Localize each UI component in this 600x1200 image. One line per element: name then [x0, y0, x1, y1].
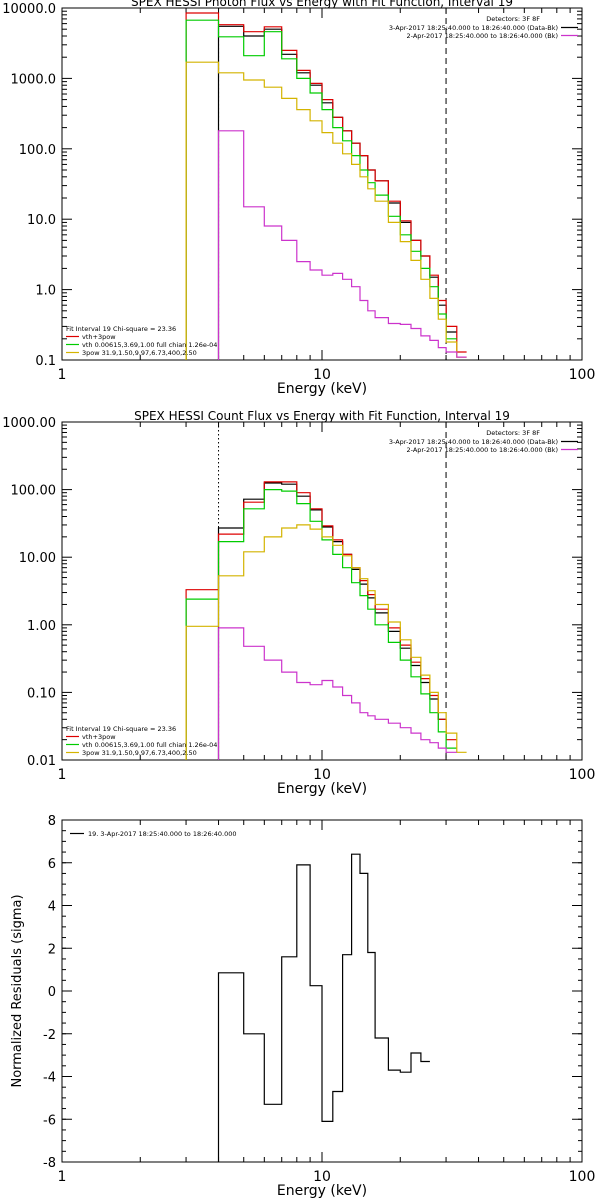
- legend-fit-text: 3pow 31.9,1.50,9.97,6.73,400,2.50: [82, 749, 197, 757]
- series-bk-line: [217, 627, 457, 760]
- series-3pow-line: [185, 61, 467, 360]
- y-tick-label: 1.00: [27, 619, 56, 634]
- y-tick-label: 4: [48, 900, 56, 915]
- plot-frame: [61, 7, 583, 361]
- legend-fit-text: vth 0.00615,3.69,1.00 full chian 1.26e-0…: [82, 341, 217, 349]
- legend-residual-text: 19. 3-Apr-2017 18:25:40.000 to 18:26:40.…: [88, 830, 237, 838]
- legend-fit-text: vth+3pow: [82, 733, 116, 741]
- y-tick-label: 0.01: [27, 754, 56, 769]
- y-tick-label: -2: [43, 1028, 56, 1043]
- plot-frame: [61, 421, 583, 761]
- y-tick-label: 1.0: [35, 284, 56, 299]
- legend-detectors: Detectors: 3F 8F: [486, 15, 540, 23]
- legend-interval-text: 2-Apr-2017 18:25:40.000 to 18:26:40.000 …: [407, 32, 558, 40]
- y-tick-label: 10.00: [19, 551, 56, 566]
- count-flux-panel: SPEX HESSI Count Flux vs Energy with Fit…: [2, 409, 595, 797]
- y-tick-label: 0.1: [35, 354, 56, 369]
- chart-title: SPEX HESSI Photon Flux vs Energy with Fi…: [131, 0, 513, 9]
- series-19-line: [217, 853, 430, 1162]
- x-tick-label: 1: [58, 767, 67, 783]
- y-tick-label: -4: [43, 1071, 56, 1086]
- x-axis-label: Energy (keV): [277, 381, 367, 397]
- y-tick-label: 10000.0: [2, 2, 56, 17]
- series-data-bk-line: [217, 482, 447, 760]
- legend-interval-text: 3-Apr-2017 18:25:40.000 to 18:26:40.000 …: [389, 24, 558, 32]
- series-vth-3pow-line: [185, 12, 467, 360]
- legend-detectors: Detectors: 3F 8F: [486, 429, 540, 437]
- legend-fit-header: Fit Interval 19 Chi-square = 23.36: [66, 725, 176, 733]
- y-tick-label: -6: [43, 1113, 56, 1128]
- y-tick-label: 6: [48, 857, 56, 872]
- legend-fit-text: vth 0.00615,3.69,1.00 full chian 1.26e-0…: [82, 741, 217, 749]
- x-tick-label: 100: [569, 767, 596, 783]
- x-axis-label: Energy (keV): [277, 781, 367, 797]
- series-vth-line: [185, 489, 457, 760]
- y-axis-label: Normalized Residuals (sigma): [10, 894, 25, 1087]
- y-tick-label: -8: [43, 1156, 56, 1171]
- photon-flux-panel: SPEX HESSI Photon Flux vs Energy with Fi…: [2, 0, 595, 397]
- legend-fit-header: Fit Interval 19 Chi-square = 23.36: [66, 325, 176, 333]
- chart-title: SPEX HESSI Count Flux vs Energy with Fit…: [134, 409, 510, 423]
- y-tick-label: 1000.00: [2, 416, 56, 431]
- series-3pow-line: [185, 524, 467, 760]
- legend-fit-text: 3pow 31.9,1.50,9.97,6.73,400,2.50: [82, 349, 197, 357]
- x-tick-label: 10: [313, 367, 331, 383]
- y-tick-label: 0: [48, 985, 56, 1000]
- y-tick-label: 1000.0: [11, 72, 57, 87]
- x-axis-label: Energy (keV): [277, 1183, 367, 1199]
- x-tick-label: 100: [569, 367, 596, 383]
- legend-fit-text: vth+3pow: [82, 333, 116, 341]
- y-tick-label: 100.00: [11, 484, 57, 499]
- y-tick-label: 2: [48, 942, 56, 957]
- x-tick-label: 10: [313, 1169, 331, 1185]
- y-tick-label: 0.10: [27, 686, 56, 701]
- legend-interval-text: 2-Apr-2017 18:25:40.000 to 18:26:40.000 …: [407, 446, 558, 454]
- x-tick-label: 1: [58, 1169, 67, 1185]
- residuals-panel: 1 10 100 Energy (keV) -8 -6 -4 -2 0 2 4 6 8 Normalize…: [10, 814, 595, 1199]
- legend-interval-text: 3-Apr-2017 18:25:40.000 to 18:26:40.000 …: [389, 438, 558, 446]
- series-data-bk-line: [217, 25, 457, 360]
- series-vth-line: [185, 19, 457, 360]
- x-tick-label: 100: [569, 1169, 596, 1185]
- x-tick-label: 1: [58, 367, 67, 383]
- y-tick-label: 100.0: [19, 143, 56, 158]
- x-tick-label: 10: [313, 767, 331, 783]
- y-tick-label: 8: [48, 814, 56, 829]
- y-tick-label: 10.0: [27, 213, 56, 228]
- series-bk-line: [217, 130, 467, 360]
